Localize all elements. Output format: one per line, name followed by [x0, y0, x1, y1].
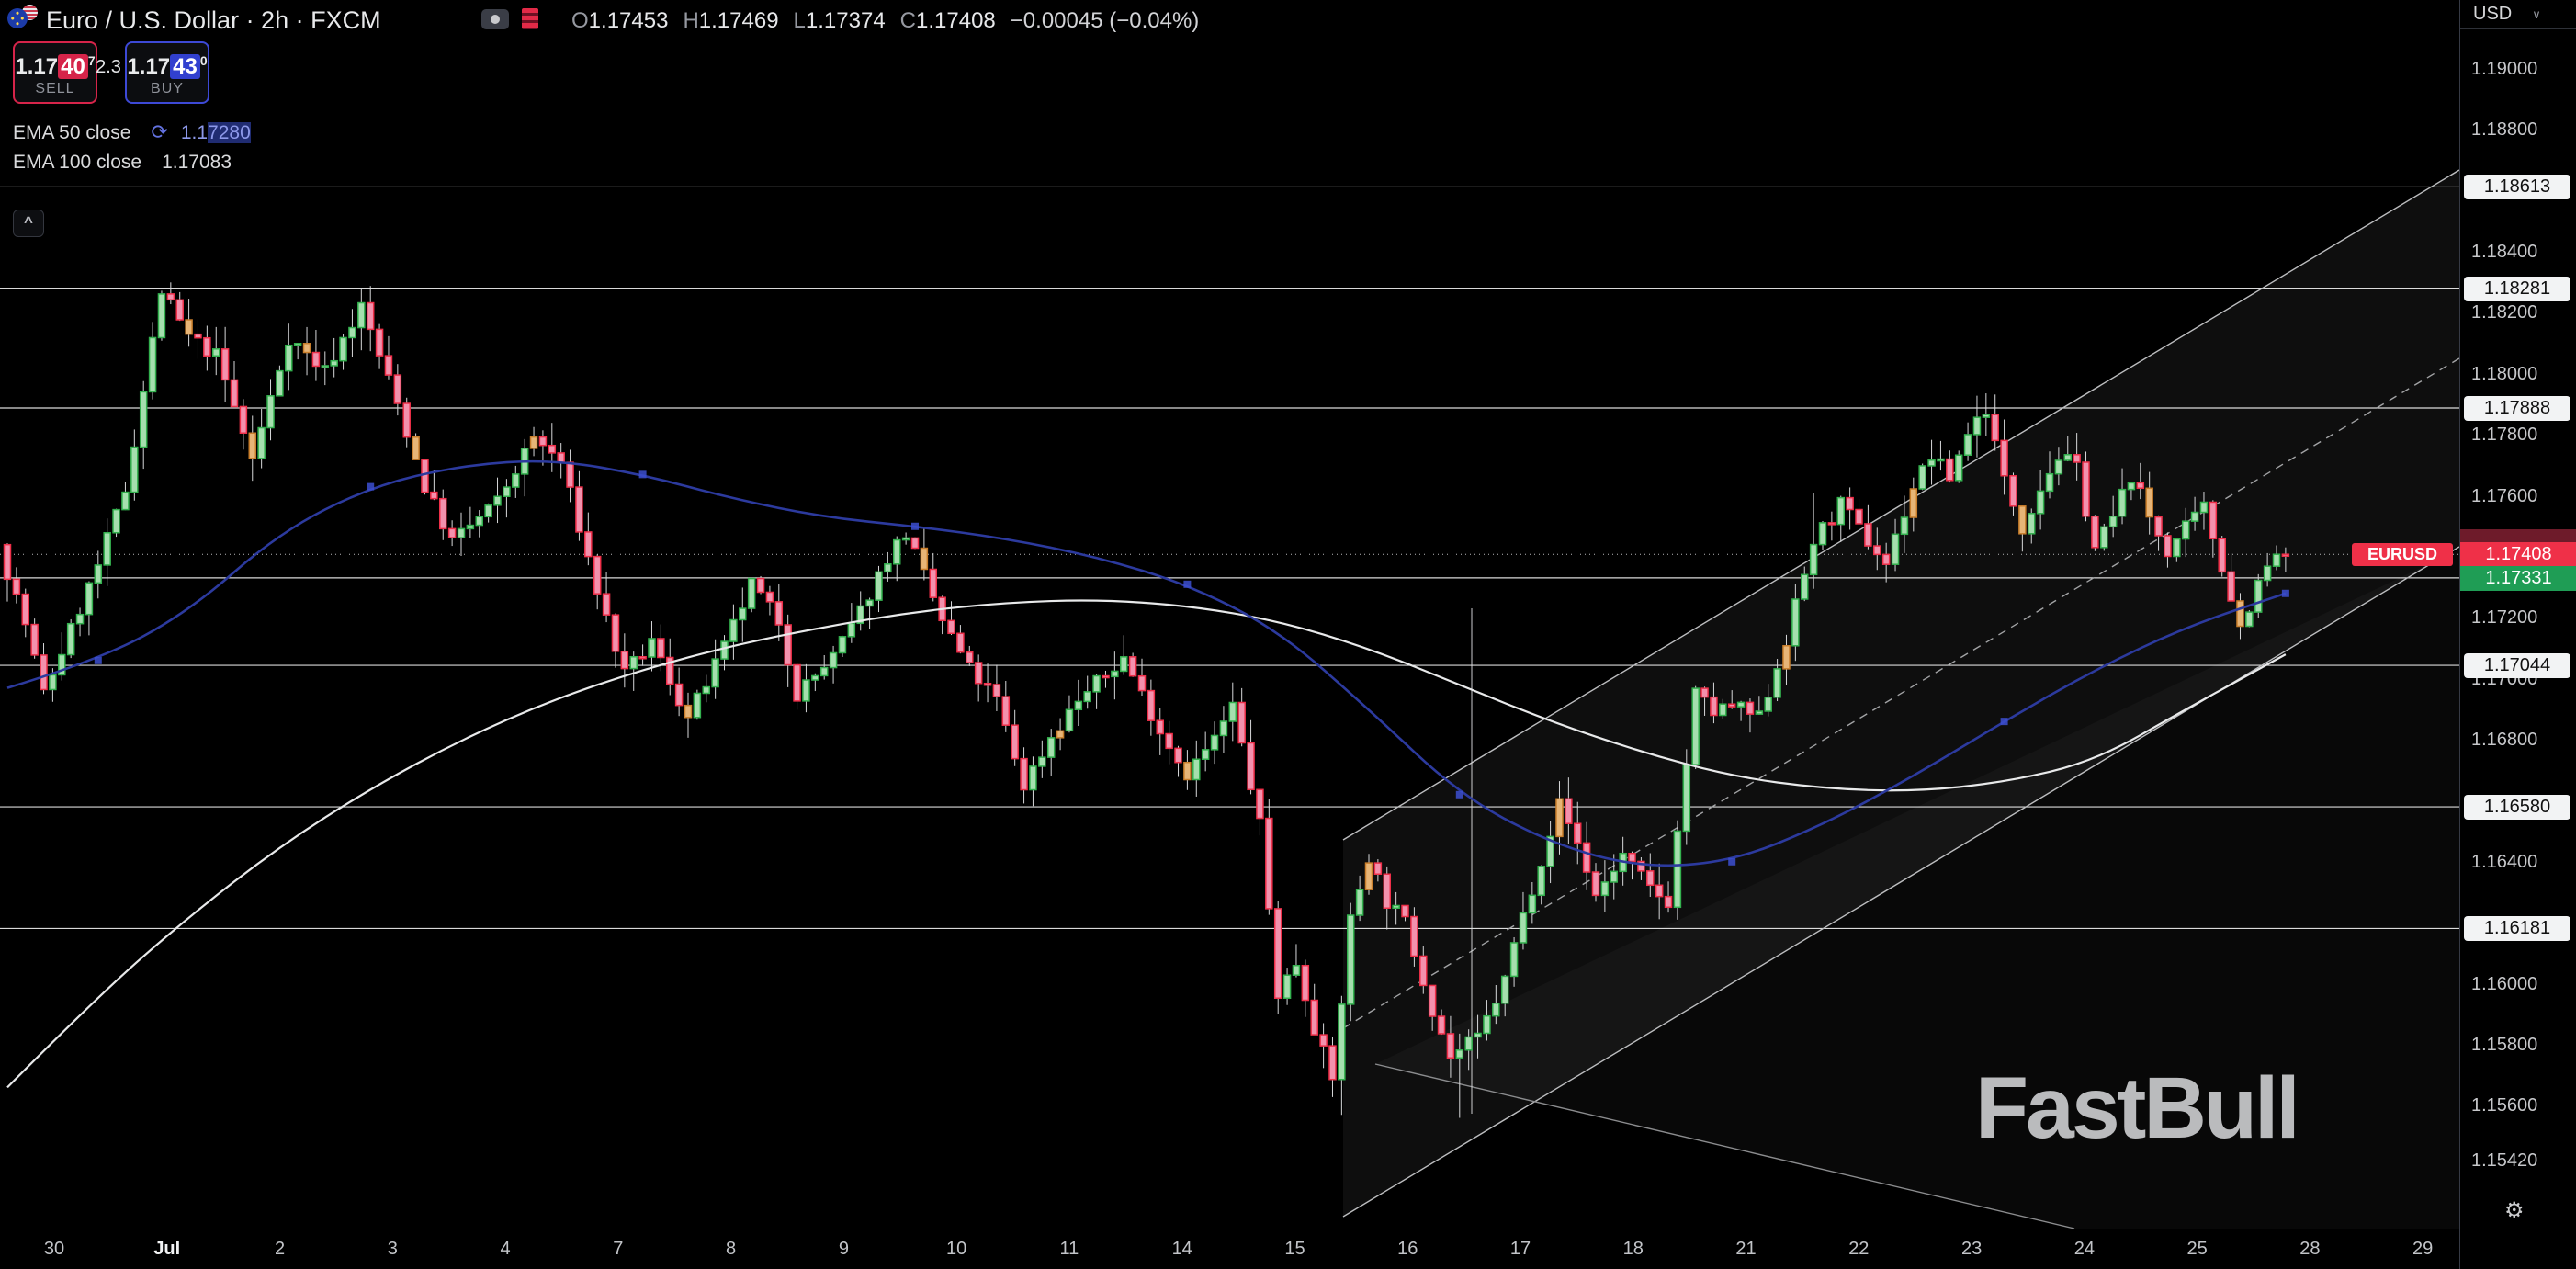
time-tick: 11 [1059, 1239, 1079, 1259]
time-tick: 25 [2186, 1239, 2208, 1259]
price-tick: 1.16400 [2471, 851, 2538, 872]
price-tick: 1.18200 [2471, 302, 2538, 323]
sell-price: 1.17 40 7 [15, 52, 96, 79]
time-tick: 4 [500, 1239, 511, 1259]
time-tick: Jul [153, 1239, 181, 1259]
chevron-down-icon: ∨ [2532, 6, 2541, 21]
ema50-marker [911, 522, 919, 530]
price-tick: 1.16800 [2471, 730, 2538, 751]
buy-button[interactable]: 1.17 43 0 BUY [125, 41, 209, 104]
sell-button[interactable]: 1.17 40 7 SELL [13, 41, 97, 104]
collapse-indicators-button[interactable]: ^ [13, 210, 44, 237]
gear-icon[interactable]: ⚙ [2504, 1197, 2525, 1223]
buy-label: BUY [151, 80, 184, 96]
price-tick: 1.18000 [2471, 363, 2538, 384]
level-price-badge: 1.18281 [2464, 276, 2570, 301]
ohlc-readout: O1.17453 H1.17469 L1.17374 C1.17408 −0.0… [571, 8, 1199, 34]
trend-channel-line [1342, 169, 2459, 841]
price-tick: 1.18800 [2471, 119, 2538, 141]
screenshot-camera-icon[interactable] [481, 9, 509, 29]
price-tick: 1.15600 [2471, 1095, 2538, 1116]
fastbull-watermark: FastBull [1975, 1059, 2300, 1159]
time-axis[interactable]: 30 Jul 2 3 4 7 8 9 10 11 14 15 16 17 18 21 22 23 24 25 28 29 [0, 1229, 2576, 1269]
ema50-legend[interactable]: EMA 50 close ⟳ 1.17280 [13, 121, 251, 144]
bid-price-badge: 1.17331 [2460, 565, 2576, 591]
symbol-price-pill: EURUSD [2352, 543, 2453, 566]
time-tick: 28 [2299, 1239, 2321, 1259]
time-tick: 18 [1622, 1239, 1644, 1259]
price-tick: 1.16000 [2471, 973, 2538, 994]
ema50-value: 1.17280 [180, 121, 251, 143]
ohlc-close: C1.17408 [899, 8, 996, 33]
ema100-line [6, 599, 2287, 1089]
eu-flag-icon [7, 8, 28, 28]
time-tick: 15 [1284, 1239, 1305, 1259]
price-tick: 1.15420 [2471, 1150, 2538, 1171]
fxcm-logo-icon [522, 8, 538, 29]
level-price-badge: 1.16580 [2464, 795, 2570, 821]
price-tick: 1.15800 [2471, 1034, 2538, 1055]
time-tick: 8 [726, 1239, 737, 1259]
price-tick: 1.17600 [2471, 485, 2538, 506]
currency-label: USD [2473, 4, 2513, 24]
time-tick: 30 [43, 1239, 65, 1259]
ohlc-open: O1.17453 [571, 8, 669, 33]
time-tick: 29 [2412, 1239, 2434, 1259]
trend-channel-line [1342, 546, 2459, 1218]
ask-zone-strip [2460, 529, 2576, 543]
buy-price: 1.17 43 0 [127, 52, 208, 79]
ohlc-high: H1.17469 [683, 8, 779, 33]
price-tick: 1.18400 [2471, 242, 2538, 263]
time-tick: 3 [387, 1239, 398, 1259]
time-tick: 10 [946, 1239, 967, 1259]
ema50-marker [1455, 790, 1463, 799]
trend-channel-line [1342, 357, 2459, 1029]
time-tick: 23 [1960, 1239, 1983, 1259]
ema50-marker [2000, 718, 2008, 726]
ema50-name: EMA 50 close [13, 121, 131, 143]
ema50-marker [2281, 589, 2289, 597]
level-price-badge: 1.18613 [2464, 175, 2570, 200]
ema50-line [6, 459, 2287, 867]
time-tick: 22 [1848, 1239, 1870, 1259]
time-tick: 2 [274, 1239, 286, 1259]
ohlc-low: L1.17374 [793, 8, 886, 33]
time-tick: 24 [2073, 1239, 2095, 1259]
price-axis[interactable]: USD ∨ ⚙ 1.19000 1.18800 1.18400 1.18200 1.18… [2459, 0, 2576, 1229]
currency-dropdown[interactable]: USD ∨ [2460, 0, 2576, 29]
time-tick: 21 [1735, 1239, 1757, 1259]
price-tick: 1.17200 [2471, 607, 2538, 629]
ema100-legend[interactable]: EMA 100 close 1.17083 [13, 152, 232, 174]
time-tick: 9 [838, 1239, 849, 1259]
eurusd-pair-icon [7, 5, 42, 32]
price-change: −0.00045 (−0.04%) [1010, 8, 1200, 33]
ema100-name: EMA 100 close [13, 152, 142, 173]
time-tick: 14 [1171, 1239, 1192, 1259]
symbol-title[interactable]: Euro / U.S. Dollar · 2h · FXCM [46, 6, 381, 34]
time-tick: 7 [613, 1239, 624, 1259]
sell-label: SELL [35, 80, 75, 96]
price-tick: 1.17800 [2471, 425, 2538, 446]
level-price-badge: 1.16181 [2464, 916, 2570, 942]
ema50-marker [1183, 580, 1192, 588]
spread-value: 2.3 [96, 57, 121, 77]
candles [3, 282, 2290, 1118]
ema50-marker [1728, 857, 1736, 866]
ema50-marker [638, 470, 647, 479]
time-tick: 16 [1397, 1239, 1418, 1259]
ema100-value: 1.17083 [162, 152, 232, 173]
ema50-marker [367, 482, 375, 491]
loading-spinner-icon: ⟳ [151, 121, 168, 144]
level-price-badge: 1.17888 [2464, 396, 2570, 421]
time-tick: 17 [1509, 1239, 1531, 1259]
price-tick: 1.19000 [2471, 59, 2538, 79]
last-price-badge: 1.17408 [2460, 542, 2576, 568]
axis-corner-separator [2459, 1229, 2460, 1269]
ema50-marker [94, 656, 102, 664]
candlestick-chart[interactable] [0, 0, 2459, 1229]
level-price-badge: 1.17044 [2464, 653, 2570, 679]
trendline [1374, 1063, 2075, 1229]
